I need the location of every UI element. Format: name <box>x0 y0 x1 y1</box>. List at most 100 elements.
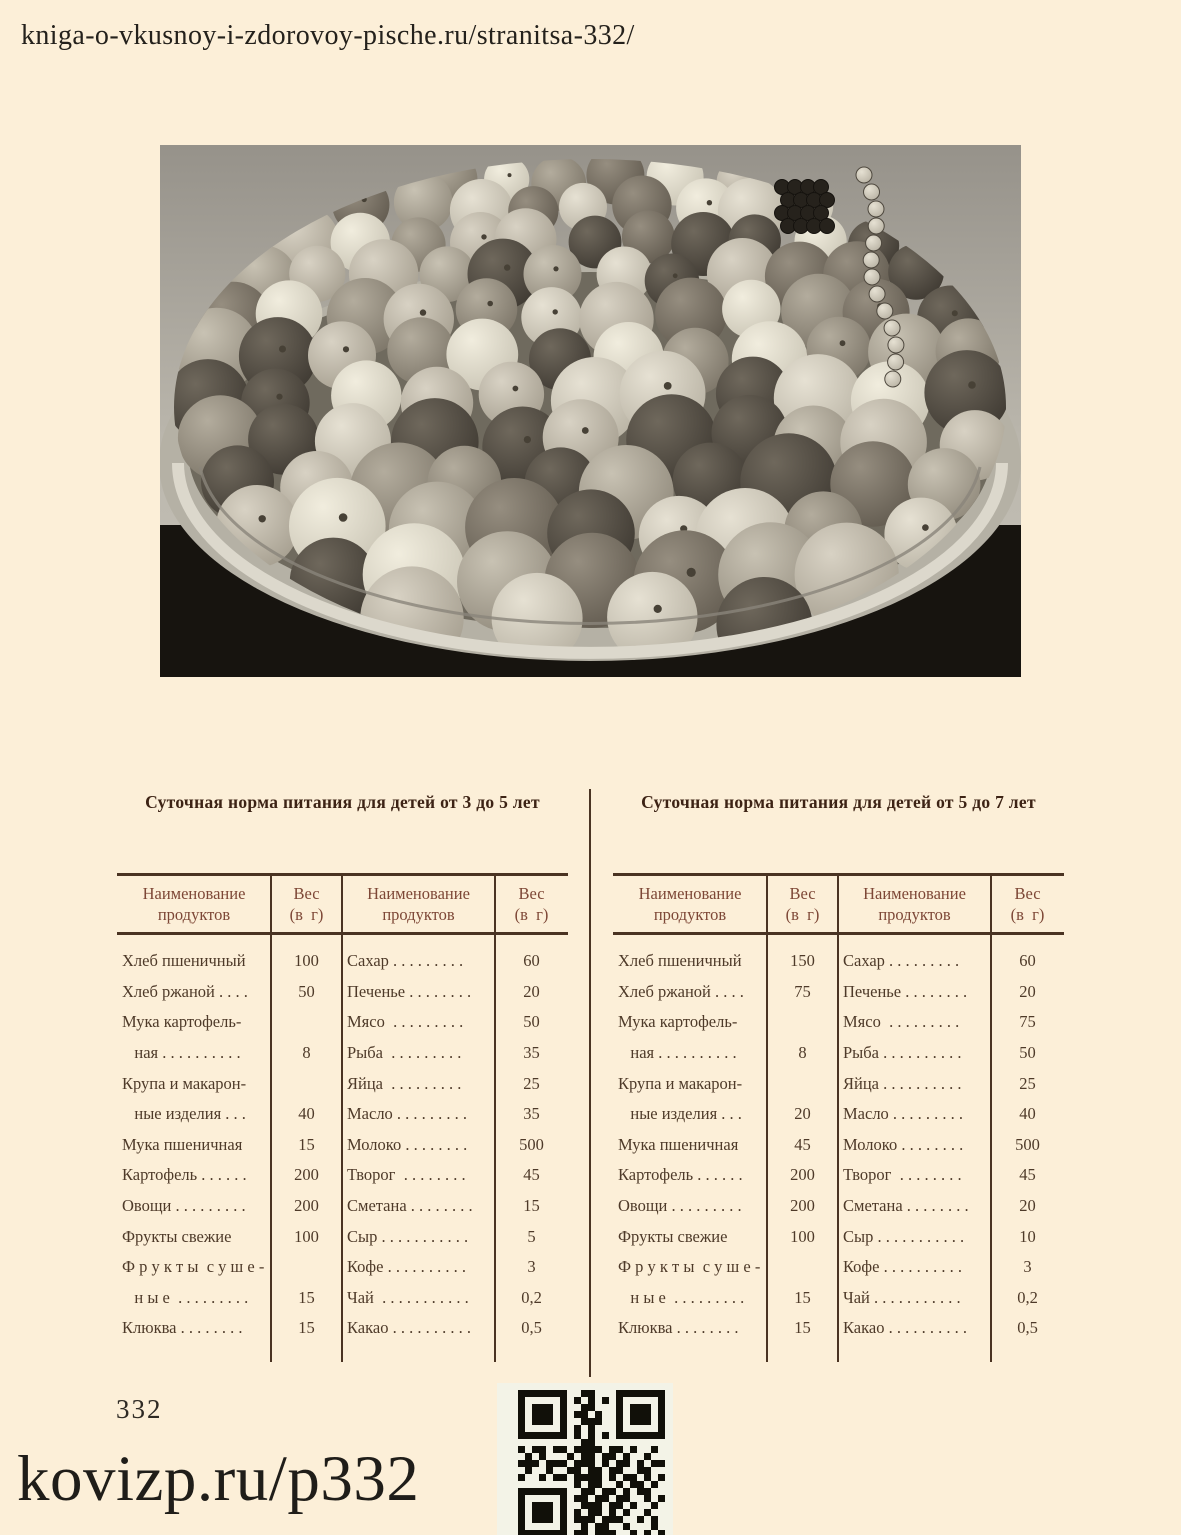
header-line: Вес <box>293 884 320 903</box>
header-line: (в г) <box>1010 905 1045 924</box>
table-row: Хлеб ржаной . . . . 50 Печенье . . . . . .… <box>117 977 568 1008</box>
weight-value: 100 <box>294 1226 319 1246</box>
weight-value: 75 <box>794 981 811 1001</box>
weight-value: 50 <box>1019 1043 1036 1063</box>
weight-value: 5 <box>527 1226 536 1246</box>
product-name: Яйца . . . . . . . . . . <box>843 1073 962 1093</box>
product-name: Мясо . . . . . . . . . <box>843 1012 960 1032</box>
fruit-platter-photo <box>160 145 1021 677</box>
weight-value: 25 <box>1019 1073 1036 1093</box>
table-row: Ф р у к т ы с у ш е - Кофе . . . . . . . … <box>613 1252 1064 1283</box>
product-name: Яйца . . . . . . . . . <box>347 1073 462 1093</box>
product-name: Клюква . . . . . . . . <box>618 1318 739 1338</box>
qr-code <box>497 1383 673 1535</box>
weight-value: 75 <box>1019 1012 1036 1032</box>
table-row: Овощи . . . . . . . . . 200 Сметана . . . … <box>117 1191 568 1222</box>
product-name: Какао . . . . . . . . . . <box>843 1318 967 1338</box>
product-name: Овощи . . . . . . . . . <box>618 1196 742 1216</box>
product-name: Ф р у к т ы с у ш е - <box>618 1257 761 1277</box>
weight-value: 45 <box>1019 1165 1036 1185</box>
table-row: Фрукты свежие 100 Сыр . . . . . . . . . . … <box>117 1221 568 1252</box>
table-row: Фрукты свежие 100 Сыр . . . . . . . . . . … <box>613 1221 1064 1252</box>
table-row: Крупа и макарон- Яйца . . . . . . . . . 25 <box>117 1068 568 1099</box>
weight-value: 15 <box>794 1318 811 1338</box>
table-body: Хлеб пшеничный 150 Сахар . . . . . . . . .… <box>613 935 1064 1344</box>
product-name: Сметана . . . . . . . . <box>843 1196 969 1216</box>
product-name: Сметана . . . . . . . . <box>347 1196 473 1216</box>
product-name: Кофе . . . . . . . . . . <box>347 1257 466 1277</box>
header-line: (в г) <box>514 905 549 924</box>
table-row: Хлеб пшеничный 150 Сахар . . . . . . . . .… <box>613 946 1064 977</box>
product-name: ные изделия . . . <box>618 1104 742 1124</box>
product-name: Картофель . . . . . . <box>618 1165 743 1185</box>
product-name: ная . . . . . . . . . . <box>122 1043 241 1063</box>
product-name: Крупа и макарон- <box>122 1073 247 1093</box>
column-divider <box>766 876 768 1362</box>
weight-value: 60 <box>1019 951 1036 971</box>
table-row: Клюква . . . . . . . . 15 Какао . . . . . … <box>117 1313 568 1344</box>
weight-value: 200 <box>294 1196 319 1216</box>
header-line: Наименование <box>367 884 470 903</box>
product-name: Какао . . . . . . . . . . <box>347 1318 471 1338</box>
product-name: Крупа и макарон- <box>618 1073 743 1093</box>
weight-value: 0,2 <box>1017 1287 1038 1307</box>
weight-value: 3 <box>527 1257 536 1277</box>
product-name: ные изделия . . . <box>122 1104 246 1124</box>
weight-value: 0,5 <box>521 1318 542 1338</box>
weight-value: 200 <box>790 1165 815 1185</box>
table-row: Мука картофель- Мясо . . . . . . . . . 75 <box>613 1007 1064 1038</box>
table-row: н ы е . . . . . . . . . 15 Чай . . . . . .… <box>613 1283 1064 1314</box>
weight-value: 50 <box>523 1012 540 1032</box>
header-line: Наименование <box>638 884 742 903</box>
weight-value: 60 <box>523 951 540 971</box>
table-row: ная . . . . . . . . . . 8 Рыба . . . . . .… <box>117 1038 568 1069</box>
product-column-header: Наименование продуктов <box>342 883 495 925</box>
table-row: Картофель . . . . . . 200 Творог . . . . .… <box>613 1160 1064 1191</box>
table-row: н ы е . . . . . . . . . 15 Чай . . . . . .… <box>117 1283 568 1314</box>
weight-value: 35 <box>523 1043 540 1063</box>
page-url-text: kniga-o-vkusnoy-i-zdorovoy-pische.ru/str… <box>21 20 635 51</box>
weight-value: 20 <box>1019 1196 1036 1216</box>
weight-column-header: Вес (в г) <box>271 883 342 925</box>
weight-value: 20 <box>523 981 540 1001</box>
header-line: Наименование <box>142 884 246 903</box>
weight-value: 20 <box>1019 981 1036 1001</box>
header-line: продуктов <box>653 905 727 924</box>
header-line: Вес <box>789 884 816 903</box>
weight-value: 40 <box>298 1104 315 1124</box>
product-name: Чай . . . . . . . . . . . <box>843 1287 961 1307</box>
product-column-header: Наименование продуктов <box>838 883 991 925</box>
weight-value: 15 <box>298 1287 315 1307</box>
header-line: продуктов <box>157 905 231 924</box>
product-name: Сахар . . . . . . . . . <box>843 951 960 971</box>
table-grid: Наименование продуктов Вес (в г) Наименовани… <box>613 873 1064 1362</box>
table-row: Хлеб пшеничный 100 Сахар . . . . . . . . .… <box>117 946 568 977</box>
product-name: Молоко . . . . . . . . <box>843 1134 964 1154</box>
product-name: Мука пшеничная <box>122 1134 243 1154</box>
header-line: продуктов <box>878 905 951 924</box>
product-name: Рыба . . . . . . . . . . <box>843 1043 962 1063</box>
weight-value: 0,5 <box>1017 1318 1038 1338</box>
product-name: Творог . . . . . . . . <box>347 1165 466 1185</box>
product-name: Хлеб пшеничный <box>618 951 742 971</box>
weight-value: 500 <box>519 1134 544 1154</box>
column-divider <box>837 876 839 1362</box>
table-grid: Наименование продуктов Вес (в г) Наименовани… <box>117 873 568 1362</box>
table-row: Клюква . . . . . . . . 15 Какао . . . . . … <box>613 1313 1064 1344</box>
weight-value: 150 <box>790 951 815 971</box>
table-title: Суточная норма питания для детей от 5 до… <box>641 792 1036 812</box>
table-row: Крупа и макарон- Яйца . . . . . . . . . .… <box>613 1068 1064 1099</box>
short-link-text: kovizp.ru/p332 <box>17 1443 420 1515</box>
product-name: Мука пшеничная <box>618 1134 739 1154</box>
table-row: ные изделия . . . 40 Масло . . . . . . . .… <box>117 1099 568 1130</box>
column-divider <box>270 876 272 1362</box>
weight-value: 15 <box>794 1287 811 1307</box>
weight-value: 25 <box>523 1073 540 1093</box>
weight-value: 45 <box>794 1134 811 1154</box>
table-row: Мука пшеничная 45 Молоко . . . . . . . . 50… <box>613 1130 1064 1161</box>
table-row: Ф р у к т ы с у ш е - Кофе . . . . . . . … <box>117 1252 568 1283</box>
product-name: Сыр . . . . . . . . . . . <box>347 1226 469 1246</box>
weight-value: 0,2 <box>521 1287 542 1307</box>
product-name: Рыба . . . . . . . . . <box>347 1043 462 1063</box>
product-name: Мясо . . . . . . . . . <box>347 1012 464 1032</box>
